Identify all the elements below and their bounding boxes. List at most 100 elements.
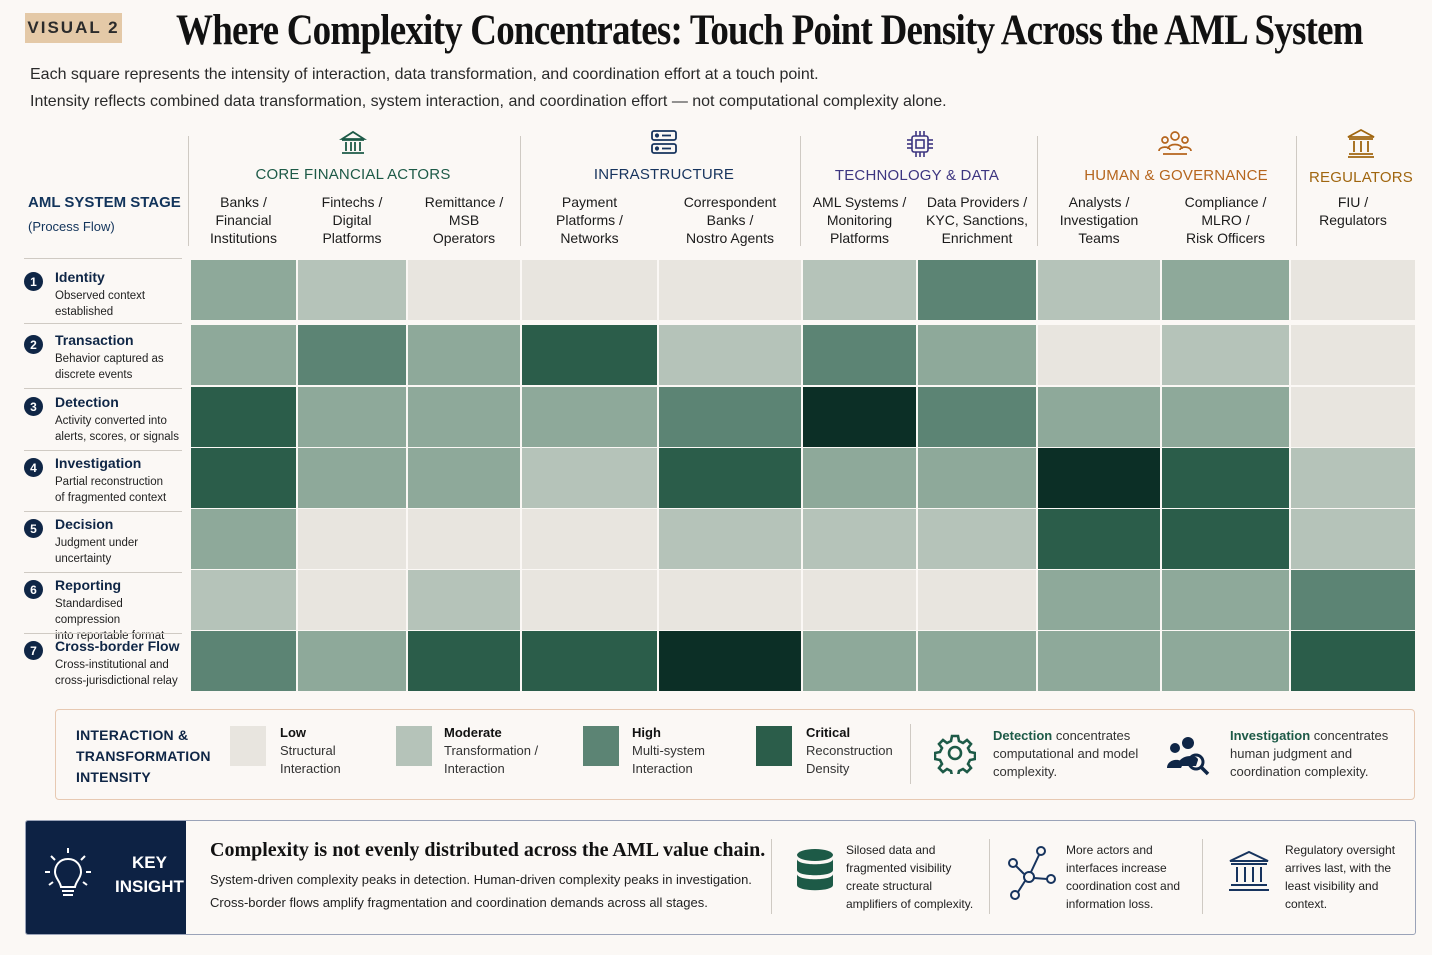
heatmap-cell [1291,387,1415,447]
subtitle-line-2: Intensity reflects combined data transfo… [30,93,947,110]
column-header: Fintechs / Digital Platforms [321,194,383,246]
heatmap-cell [918,631,1036,691]
heatmap-cell [1162,448,1289,508]
stage-header-title: AML SYSTEM STAGE [28,194,181,211]
legend-level: Critical [806,725,851,740]
heatmap-cell [659,570,801,630]
divider [188,136,189,246]
legend-swatch-low [230,726,266,766]
stage-number: 4 [24,458,43,477]
heatmap-cell [803,325,916,385]
divider [1202,839,1203,914]
key-insight-label-line: INSIGHT [115,877,184,896]
heatmap-cell [803,631,916,691]
legend-level: Moderate [444,725,502,740]
stage-number: 5 [24,519,43,538]
stage-name: Decision [55,516,114,532]
stage-divider [24,258,182,259]
heatmap-cell [659,387,801,447]
heatmap-cell [408,570,520,630]
legend-desc: Reconstruction [806,743,893,758]
heatmap-cell [1162,260,1289,320]
stage-name: Cross-border Flow [55,638,180,654]
heatmap-cell [522,387,657,447]
heatmap-cell [1038,448,1160,508]
legend-title-line: INTERACTION & [76,727,189,743]
key-insight-panel: KEY INSIGHT Complexity is not evenly dis… [25,820,1416,935]
heatmap-cell [191,260,296,320]
divider [1037,136,1038,246]
legend-title-line: INTENSITY [76,769,151,785]
heatmap-cell [1162,325,1289,385]
column-header: Data Providers / KYC, Sanctions, Enrichm… [926,194,1028,246]
legend-desc: Density [806,761,850,776]
heatmap-cell [298,260,406,320]
legend-label-low: Low Structural Interaction [280,724,341,778]
legend-desc: Multi-system [632,743,705,758]
investigator-icon [1166,734,1212,783]
heatmap-cell [298,570,406,630]
legend-level: Low [280,725,306,740]
heatmap-cell [522,570,657,630]
heatmap-cell [803,260,916,320]
legend-swatch-high [583,726,619,766]
note-highlight: Investigation [1230,728,1311,743]
legend-desc: Transformation / [444,743,539,758]
divider [771,839,772,914]
column-header: Payment Platforms / Networks [556,194,623,246]
heatmap-cell [659,260,801,320]
heatmap-cell [1291,631,1415,691]
heatmap-cell [408,631,520,691]
heatmap-cell [659,509,801,569]
heatmap-cell [1162,509,1289,569]
legend-swatch-critical [756,726,792,766]
stage-divider [24,511,182,512]
stage-name: Investigation [55,455,142,471]
stage-divider [24,572,182,573]
group-title-core: CORE FINANCIAL ACTORS [255,166,451,183]
legend-desc: Structural [280,743,336,758]
column-header: Correspondent Banks / Nostro Agents [683,194,777,246]
heatmap-cell [1038,631,1160,691]
heatmap-cell [918,325,1036,385]
note-text: concentrates computational and model com… [993,728,1139,779]
group-title-regulators: REGULATORS [1309,169,1413,186]
stage-number: 3 [24,397,43,416]
visual-badge: VISUAL 2 [25,13,122,43]
stage-name: Transaction [55,332,134,348]
legend-label-moderate: Moderate Transformation / Interaction [444,724,538,778]
heatmap-cell [803,570,916,630]
heatmap-cell [522,509,657,569]
heatmap-cell [659,631,801,691]
heatmap-cell [408,325,520,385]
institution-icon [1227,849,1271,898]
heatmap-cell [298,448,406,508]
divider [520,136,521,246]
subtitle-line-1: Each square represents the intensity of … [30,66,819,83]
key-insight-label-line: KEY [131,853,167,872]
heatmap-cell [1291,260,1415,320]
stage-name: Reporting [55,577,122,593]
stage-description: Partial reconstruction of fragmented con… [55,476,167,504]
heatmap-cell [408,448,520,508]
heatmap-cell [803,387,916,447]
heatmap-cell [803,448,916,508]
heatmap-cell [298,509,406,569]
heatmap-cell [918,448,1036,508]
stage-divider [24,323,182,324]
stage-name: Detection [55,394,119,410]
heatmap-cell [298,387,406,447]
heatmap-cell [408,260,520,320]
stage-name: Identity [55,269,105,285]
people-icon [1157,129,1193,164]
heatmap-cell [1291,509,1415,569]
heatmap-cell [1038,570,1160,630]
legend-desc: Interaction [632,761,693,776]
note-highlight: Detection [993,728,1053,743]
heatmap-cell [1162,631,1289,691]
bank-icon [338,129,368,162]
heatmap-cell [1038,325,1160,385]
stage-description: Judgment under uncertainty [55,537,139,565]
legend-title: INTERACTION & TRANSFORMATION INTENSITY [76,725,211,788]
heatmap-cell [659,325,801,385]
